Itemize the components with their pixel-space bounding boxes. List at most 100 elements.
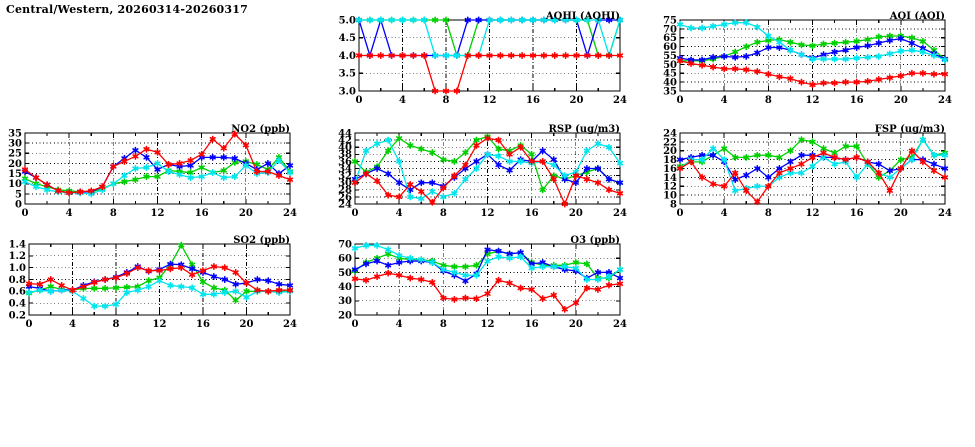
svg-text:16: 16	[525, 319, 539, 330]
svg-text:14: 14	[663, 173, 677, 184]
svg-text:30: 30	[338, 296, 352, 307]
svg-text:38: 38	[338, 150, 352, 161]
svg-text:0: 0	[22, 208, 29, 219]
svg-text:10: 10	[8, 179, 22, 190]
svg-text:40: 40	[663, 78, 677, 89]
svg-text:12: 12	[663, 182, 677, 193]
svg-text:55: 55	[663, 51, 677, 62]
svg-text:0.4: 0.4	[9, 299, 26, 310]
svg-text:44: 44	[338, 128, 352, 139]
svg-text:20: 20	[894, 208, 908, 219]
chart-panel-no2: 0 5 10 15 20 25 30 35 0 4 8 12 16 20 24 NO2 (ppb)	[1, 124, 297, 220]
svg-text:34: 34	[338, 164, 352, 175]
svg-text:35: 35	[663, 86, 677, 97]
svg-text:18: 18	[663, 155, 677, 166]
svg-text:4.5: 4.5	[339, 33, 356, 44]
svg-text:75: 75	[663, 15, 677, 26]
svg-text:40: 40	[338, 143, 352, 154]
svg-text:60: 60	[663, 42, 677, 53]
svg-text:8: 8	[440, 208, 447, 219]
svg-text:25: 25	[8, 149, 22, 160]
svg-text:0: 0	[26, 319, 33, 330]
svg-text:4: 4	[396, 319, 403, 330]
svg-text:1.2: 1.2	[9, 251, 26, 262]
svg-text:16: 16	[850, 95, 864, 106]
svg-text:15: 15	[8, 169, 22, 180]
chart-panel-aqi: 35 40 45 50 55 60 65 70 75 0 4 8 12 16 20 24 AQI (AQI)	[656, 11, 952, 107]
svg-text:20: 20	[239, 208, 253, 219]
svg-text:20: 20	[8, 159, 22, 170]
svg-text:O3 (ppb): O3 (ppb)	[570, 235, 620, 246]
svg-text:4: 4	[721, 95, 728, 106]
svg-text:5: 5	[15, 189, 22, 200]
svg-text:8: 8	[113, 319, 120, 330]
svg-text:0: 0	[352, 319, 359, 330]
chart-panel-rsp: 24 26 28 30 32 34 36 38 40 42 44 0 4 8 12 16 20 24 RSP (ug…	[331, 124, 627, 220]
svg-text:16: 16	[195, 208, 209, 219]
svg-text:0: 0	[15, 199, 22, 210]
svg-text:12: 12	[483, 95, 497, 106]
svg-text:1.4: 1.4	[9, 239, 26, 250]
svg-text:20: 20	[338, 310, 352, 321]
svg-text:16: 16	[196, 319, 210, 330]
svg-text:12: 12	[481, 208, 495, 219]
svg-text:12: 12	[151, 208, 165, 219]
chart-panel-so2: 0.2 0.4 0.6 0.8 1.0 1.2 1.4 0 4 8 12 16 20 24 SO2 (ppb…	[1, 235, 297, 331]
svg-text:45: 45	[663, 69, 677, 80]
svg-text:3.5: 3.5	[339, 69, 356, 80]
svg-text:22: 22	[663, 137, 677, 148]
svg-text:4.0: 4.0	[339, 51, 356, 62]
svg-text:AQHI (AQHI): AQHI (AQHI)	[545, 11, 620, 22]
svg-text:24: 24	[613, 95, 627, 106]
svg-text:42: 42	[338, 136, 352, 147]
svg-text:16: 16	[525, 208, 539, 219]
svg-text:16: 16	[526, 95, 540, 106]
svg-text:4: 4	[69, 319, 76, 330]
svg-text:65: 65	[663, 33, 677, 44]
svg-text:60: 60	[338, 254, 352, 265]
svg-text:20: 20	[894, 95, 908, 106]
svg-text:20: 20	[663, 146, 677, 157]
svg-text:36: 36	[338, 157, 352, 168]
svg-text:16: 16	[850, 208, 864, 219]
svg-text:12: 12	[481, 319, 495, 330]
page-title: Central/Western, 20260314-20260317	[6, 3, 248, 16]
svg-text:50: 50	[663, 60, 677, 71]
chart-panel-o3: 20 30 40 50 60 70 0 4 8 12 16 20 24 O3 (ppb)	[331, 235, 627, 331]
svg-text:0: 0	[677, 208, 684, 219]
svg-text:20: 20	[240, 319, 254, 330]
svg-text:32: 32	[338, 171, 352, 182]
svg-text:8: 8	[765, 95, 772, 106]
svg-text:20: 20	[569, 208, 583, 219]
svg-text:8: 8	[440, 319, 447, 330]
svg-text:24: 24	[613, 208, 627, 219]
svg-text:1.0: 1.0	[9, 263, 26, 274]
svg-text:20: 20	[569, 319, 583, 330]
svg-text:24: 24	[938, 208, 952, 219]
svg-text:0.6: 0.6	[9, 287, 26, 298]
svg-text:4: 4	[396, 208, 403, 219]
svg-text:28: 28	[338, 185, 352, 196]
svg-text:RSP (ug/m3): RSP (ug/m3)	[549, 124, 620, 135]
svg-text:70: 70	[338, 239, 352, 250]
svg-text:24: 24	[283, 319, 297, 330]
svg-text:0: 0	[356, 95, 363, 106]
svg-text:50: 50	[338, 268, 352, 279]
svg-text:20: 20	[570, 95, 584, 106]
svg-text:24: 24	[613, 319, 627, 330]
svg-text:24: 24	[283, 208, 297, 219]
svg-text:3.0: 3.0	[339, 86, 356, 97]
svg-text:40: 40	[338, 282, 352, 293]
svg-text:70: 70	[663, 24, 677, 35]
svg-text:8: 8	[670, 199, 677, 210]
chart-panel-aqhi: 3.0 3.5 4.0 4.5 5.0 0 4 8 12 16 20 24 AQHI (AQHI)	[331, 11, 627, 107]
svg-text:24: 24	[663, 128, 677, 139]
svg-text:NO2 (ppb): NO2 (ppb)	[231, 124, 290, 135]
svg-text:30: 30	[338, 178, 352, 189]
svg-text:4: 4	[399, 95, 406, 106]
svg-text:12: 12	[153, 319, 167, 330]
svg-text:8: 8	[765, 208, 772, 219]
svg-text:12: 12	[806, 208, 820, 219]
svg-text:24: 24	[938, 95, 952, 106]
svg-text:SO2 (ppb): SO2 (ppb)	[233, 235, 290, 246]
